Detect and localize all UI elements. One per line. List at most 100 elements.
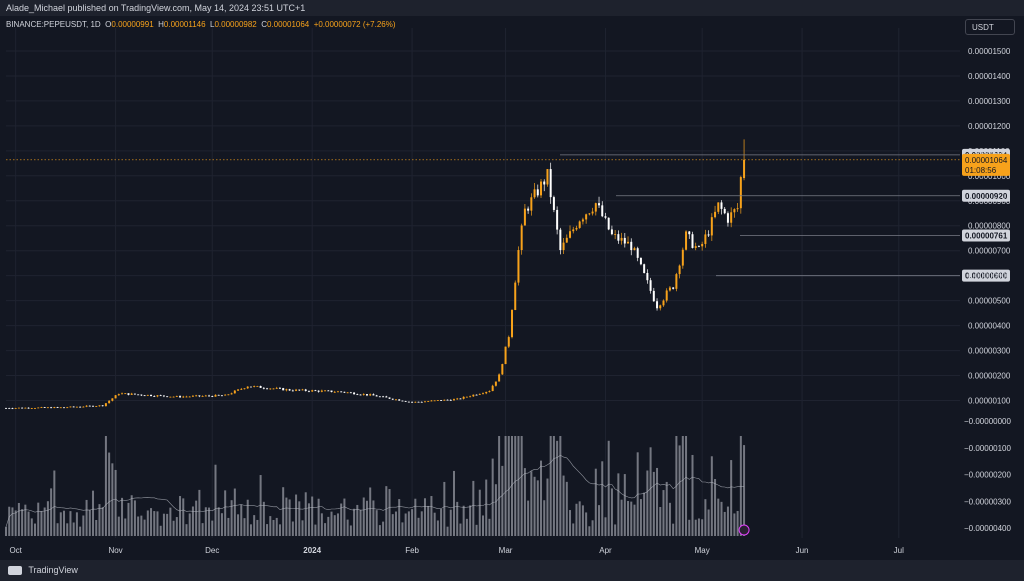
volume-bar <box>430 496 433 536</box>
volume-bar <box>665 481 668 536</box>
candle-body <box>72 406 75 408</box>
volume-bar <box>227 517 230 536</box>
candle-body <box>691 234 694 248</box>
candle-body <box>588 213 591 215</box>
volume-bar <box>146 510 149 536</box>
volume-tick-label: −0.00000200 <box>964 471 1011 480</box>
volume-bar <box>507 436 510 536</box>
volume-bar <box>127 502 130 536</box>
candle-body <box>636 248 639 258</box>
price-tick-label: 0.00001100 <box>968 147 1010 156</box>
candle-body <box>304 389 307 391</box>
volume-bar <box>375 510 378 536</box>
candle-body <box>659 305 662 309</box>
volume-bar <box>201 523 204 536</box>
volume-bar <box>646 470 649 536</box>
price-chart[interactable]: 0.000010840.000009200.000007610.00000600… <box>0 16 1024 560</box>
volume-bar <box>66 523 69 536</box>
price-tick-label: 0.00000700 <box>968 247 1011 256</box>
candle-body <box>11 408 14 410</box>
candle-body <box>736 208 739 210</box>
candle-body <box>401 400 404 402</box>
price-axis[interactable]: 0.00001500 0.00001400 0.00001300 0.00001200… <box>964 47 1011 533</box>
volume-bar <box>282 487 285 536</box>
volume-bar <box>694 519 697 536</box>
volume-bar <box>133 500 136 536</box>
candle-body <box>662 300 665 306</box>
candle-body <box>108 400 111 404</box>
time-tick-label: 2024 <box>303 546 321 555</box>
candle-body <box>456 398 459 400</box>
candle-body <box>639 257 642 265</box>
volume-bar <box>723 511 726 536</box>
candle-body <box>311 390 314 392</box>
candle-body <box>507 337 510 347</box>
candle-body <box>195 395 198 397</box>
price-tick-label: 0.00000800 <box>968 222 1011 231</box>
volume-bar <box>169 507 172 536</box>
candle-body <box>620 237 623 241</box>
candle-body <box>346 392 349 394</box>
volume-bar <box>211 520 214 536</box>
volume-bar <box>56 523 59 536</box>
volume-bar <box>343 498 346 536</box>
volume-bar <box>559 436 562 536</box>
volume-bar <box>37 502 40 536</box>
low-label: L <box>210 20 215 29</box>
candle-body <box>523 208 526 226</box>
candle-body <box>288 389 291 391</box>
volume-bar <box>556 440 559 536</box>
candle-body <box>372 394 375 396</box>
candle-body <box>591 211 594 214</box>
candle-body <box>330 390 333 392</box>
volume-bar <box>398 499 401 536</box>
volume-bar <box>327 516 330 536</box>
candle-body <box>143 395 146 397</box>
volume-bar <box>691 454 694 536</box>
volume-bar <box>685 436 688 536</box>
lightning-icon <box>738 524 750 536</box>
time-tick-label: Feb <box>405 546 419 555</box>
volume-bar <box>259 475 262 536</box>
candle-body <box>501 364 504 375</box>
candle-body <box>646 272 649 281</box>
candle-body <box>272 388 275 390</box>
volume-bar <box>301 520 304 536</box>
candle-body <box>536 189 539 196</box>
candle-body <box>5 408 7 409</box>
candle-body <box>278 387 281 389</box>
candle-body <box>465 396 468 398</box>
volume-bar <box>704 499 707 536</box>
candle-body <box>559 229 562 251</box>
volume-bar <box>243 518 246 536</box>
volume-bar <box>440 508 443 536</box>
candle-body <box>343 391 346 393</box>
candle-body <box>63 407 66 409</box>
volume-bar <box>662 490 665 536</box>
candle-body <box>614 234 617 235</box>
time-axis[interactable]: Oct Nov Dec 2024 Feb Mar Apr May Jun Jul <box>9 546 904 555</box>
candle-body <box>211 396 214 397</box>
candle-body <box>359 394 362 396</box>
level-label-box <box>962 269 1010 282</box>
open-label: O <box>105 20 112 29</box>
volume-bar <box>75 512 78 536</box>
candle-body <box>546 169 549 185</box>
volume-bar <box>598 505 601 536</box>
volume-bars <box>5 436 746 536</box>
volume-bar <box>710 456 713 536</box>
candle-body <box>633 248 636 251</box>
volume-bar <box>108 452 111 536</box>
candle-body <box>21 407 24 409</box>
currency-button[interactable]: USDT <box>965 19 1015 35</box>
volume-bar <box>533 476 536 536</box>
volume-bar <box>356 504 359 536</box>
volume-bar <box>179 496 182 536</box>
volume-bar <box>233 488 236 536</box>
volume-bar <box>672 523 675 536</box>
candle-body <box>101 405 104 407</box>
candle-body <box>511 310 514 338</box>
candle-body <box>324 390 327 392</box>
candle-body <box>249 386 252 388</box>
volume-bar <box>743 445 746 536</box>
